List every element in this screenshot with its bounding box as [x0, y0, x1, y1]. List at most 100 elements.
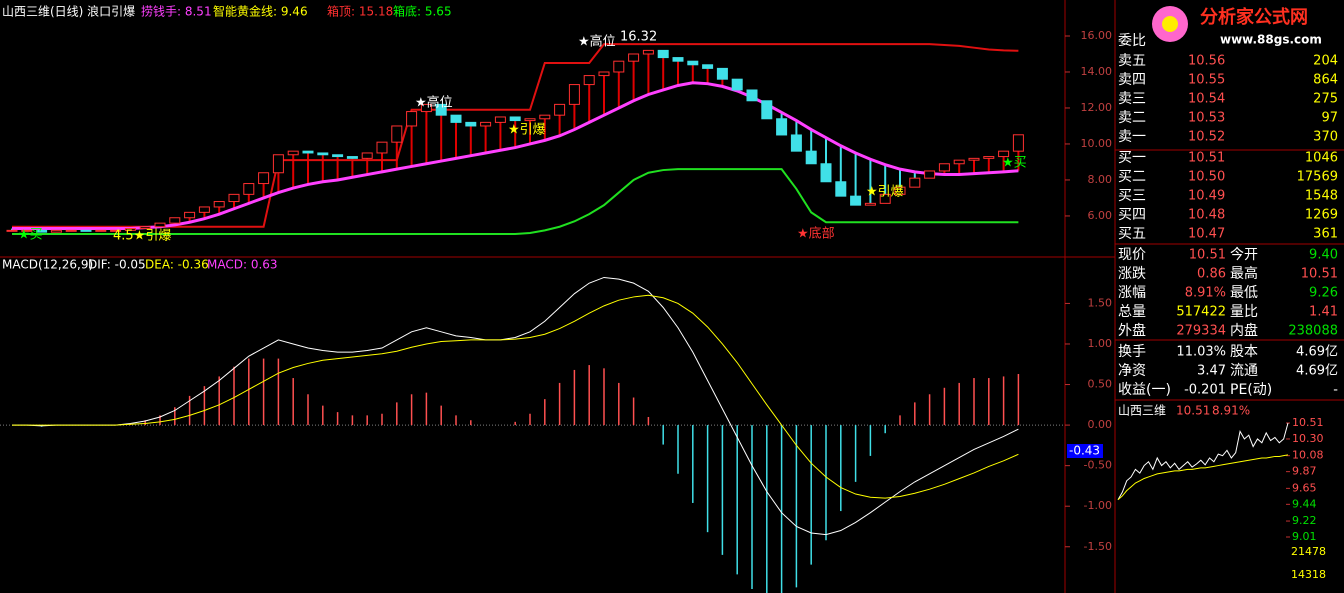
book-volume: 864: [1313, 73, 1338, 88]
candle: [731, 78, 743, 91]
stat-label: 涨幅: [1118, 285, 1146, 301]
stat-value: 238088: [1288, 324, 1338, 339]
y-tick-label: 12.00: [1081, 101, 1113, 114]
candle: [879, 193, 891, 204]
cursor-label: -0.43: [1069, 444, 1100, 458]
candle: [110, 229, 122, 232]
box-top-line: [12, 43, 1019, 228]
book-price: 10.51: [1188, 151, 1225, 166]
book-label: 卖四: [1118, 72, 1146, 88]
candle: [539, 114, 551, 120]
book-title: 委比: [1118, 33, 1146, 49]
info-value: 3.47: [1197, 364, 1226, 379]
y-tick-label: 8.00: [1088, 173, 1113, 186]
y-tick-label: 6.00: [1088, 209, 1113, 222]
box-bottom-line: [12, 168, 1019, 235]
candle: [332, 154, 344, 158]
candle: [938, 163, 950, 172]
annotation: ★引爆: [508, 123, 546, 138]
stat-value: 10.51: [1301, 267, 1338, 282]
book-volume: 370: [1313, 130, 1338, 145]
chart-title: 山西三维(日线) 浪口引爆: [2, 4, 135, 19]
y-tick-label: 0.00: [1088, 418, 1113, 431]
book-label: 卖一: [1118, 129, 1146, 145]
book-label: 买二: [1118, 169, 1146, 185]
annotation: ★买: [1002, 156, 1027, 171]
candle: [124, 228, 136, 231]
candle: [494, 116, 506, 123]
book-price: 10.52: [1188, 130, 1225, 145]
candle: [184, 211, 196, 219]
gold-line: [12, 81, 1019, 231]
indicator-label: 箱顶: 15.18: [327, 4, 393, 19]
candle: [776, 118, 788, 136]
candle: [909, 177, 921, 188]
info-label: 收益(一): [1118, 382, 1171, 398]
y-tick-label: -1.50: [1084, 540, 1112, 553]
stat-label: 今开: [1230, 247, 1258, 263]
info-value: 4.69亿: [1296, 364, 1338, 379]
stat-value: 8.91%: [1185, 286, 1226, 301]
book-label: 卖三: [1118, 91, 1146, 107]
info-value: -0.201: [1184, 383, 1226, 398]
candle: [346, 156, 358, 159]
stat-label: 量比: [1230, 304, 1258, 320]
book-volume: 1548: [1305, 189, 1338, 204]
candle: [36, 229, 48, 233]
stat-value: 10.51: [1189, 248, 1226, 263]
cursor-box: [1067, 444, 1103, 458]
book-price: 10.53: [1188, 111, 1225, 126]
mini-tick-label: 9.44: [1292, 497, 1317, 510]
candle: [998, 150, 1010, 158]
mini-name: 山西三维: [1118, 404, 1166, 418]
stat-label: 最低: [1230, 285, 1258, 301]
dif-line: [12, 276, 1019, 536]
logo-url: www.88gs.com: [1220, 33, 1322, 47]
info-value: 4.69亿: [1296, 345, 1338, 360]
mini-tick-label: 10.30: [1292, 432, 1324, 445]
candle: [480, 121, 492, 127]
candle: [568, 84, 580, 105]
book-label: 买五: [1118, 226, 1146, 242]
candle: [761, 100, 773, 120]
candle: [805, 150, 817, 165]
stat-value: 9.26: [1309, 286, 1338, 301]
candle: [524, 118, 536, 122]
mini-price: 10.51: [1176, 404, 1210, 418]
stat-label: 总量: [1118, 304, 1146, 320]
candle: [1012, 134, 1024, 152]
y-tick-label: -1.00: [1084, 499, 1112, 512]
annotation: ★底部: [797, 226, 835, 242]
candle: [746, 89, 758, 102]
y-tick-label: 14.00: [1081, 65, 1113, 78]
candle: [198, 206, 210, 213]
book-volume: 1269: [1305, 208, 1338, 223]
candle: [642, 49, 654, 55]
candle: [376, 141, 388, 154]
stat-value: 1.41: [1309, 305, 1338, 320]
book-label: 买三: [1118, 188, 1146, 204]
info-label: 净资: [1118, 363, 1146, 379]
y-tick-label: 1.50: [1088, 296, 1113, 309]
info-value: 11.03%: [1176, 345, 1226, 360]
candle: [657, 49, 669, 59]
candle: [243, 183, 255, 195]
candle: [6, 229, 18, 232]
candle: [435, 103, 447, 116]
volume-label: 21478: [1291, 545, 1326, 558]
stat-value: 279334: [1176, 324, 1226, 339]
y-tick-label: 10.00: [1081, 137, 1113, 150]
stat-value: 517422: [1176, 305, 1226, 320]
candle: [65, 229, 77, 232]
candle: [361, 152, 373, 159]
mini-price-line: [1117, 422, 1289, 501]
candle: [391, 125, 403, 143]
annotation: ★引爆: [866, 185, 904, 200]
info-value: -: [1333, 383, 1338, 398]
mini-change: 8.91%: [1212, 404, 1250, 418]
stat-value: 0.86: [1197, 267, 1226, 282]
candle: [509, 116, 521, 122]
y-tick-label: -0.50: [1084, 459, 1112, 472]
mini-tick-label: 9.01: [1292, 530, 1317, 543]
